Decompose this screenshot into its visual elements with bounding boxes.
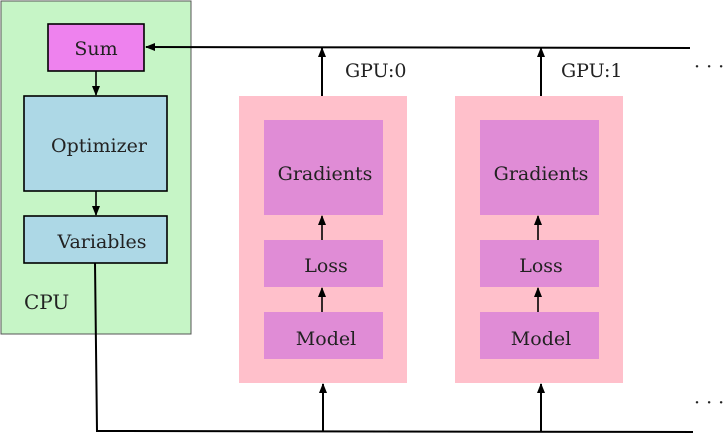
gpu0-loss-box (264, 240, 383, 287)
gpu1-gradients-label: Gradients (494, 163, 589, 185)
continuation-top: · · · (694, 56, 724, 78)
gpu0-loss-label: Loss (304, 255, 348, 277)
gradient-bus-line (145, 43, 691, 52)
gpu1-model-box (480, 312, 599, 359)
gpu0-gradients-box (264, 120, 383, 215)
optimizer-box (23, 95, 168, 192)
gpu0-label: GPU:0 (345, 60, 406, 82)
sum-box (47, 23, 145, 72)
gpu1-label: GPU:1 (561, 60, 622, 82)
gpu0-model-box (264, 312, 383, 359)
sum-label: Sum (74, 38, 117, 60)
gpu1-loss-box (480, 240, 599, 287)
variables-label: Variables (56, 231, 146, 253)
gpu1-loss-label: Loss (519, 255, 563, 277)
gpu1-gradients-box (480, 120, 599, 215)
gpu0-model-label: Model (296, 328, 356, 350)
continuation-bottom: · · · (694, 392, 724, 414)
variables-box (23, 215, 168, 264)
gpu1-model-label: Model (511, 328, 571, 350)
optimizer-label: Optimizer (51, 135, 148, 157)
cpu-label: CPU (24, 290, 69, 314)
variables-bus-line (94, 262, 694, 433)
gpu0-gradients-label: Gradients (278, 163, 373, 185)
